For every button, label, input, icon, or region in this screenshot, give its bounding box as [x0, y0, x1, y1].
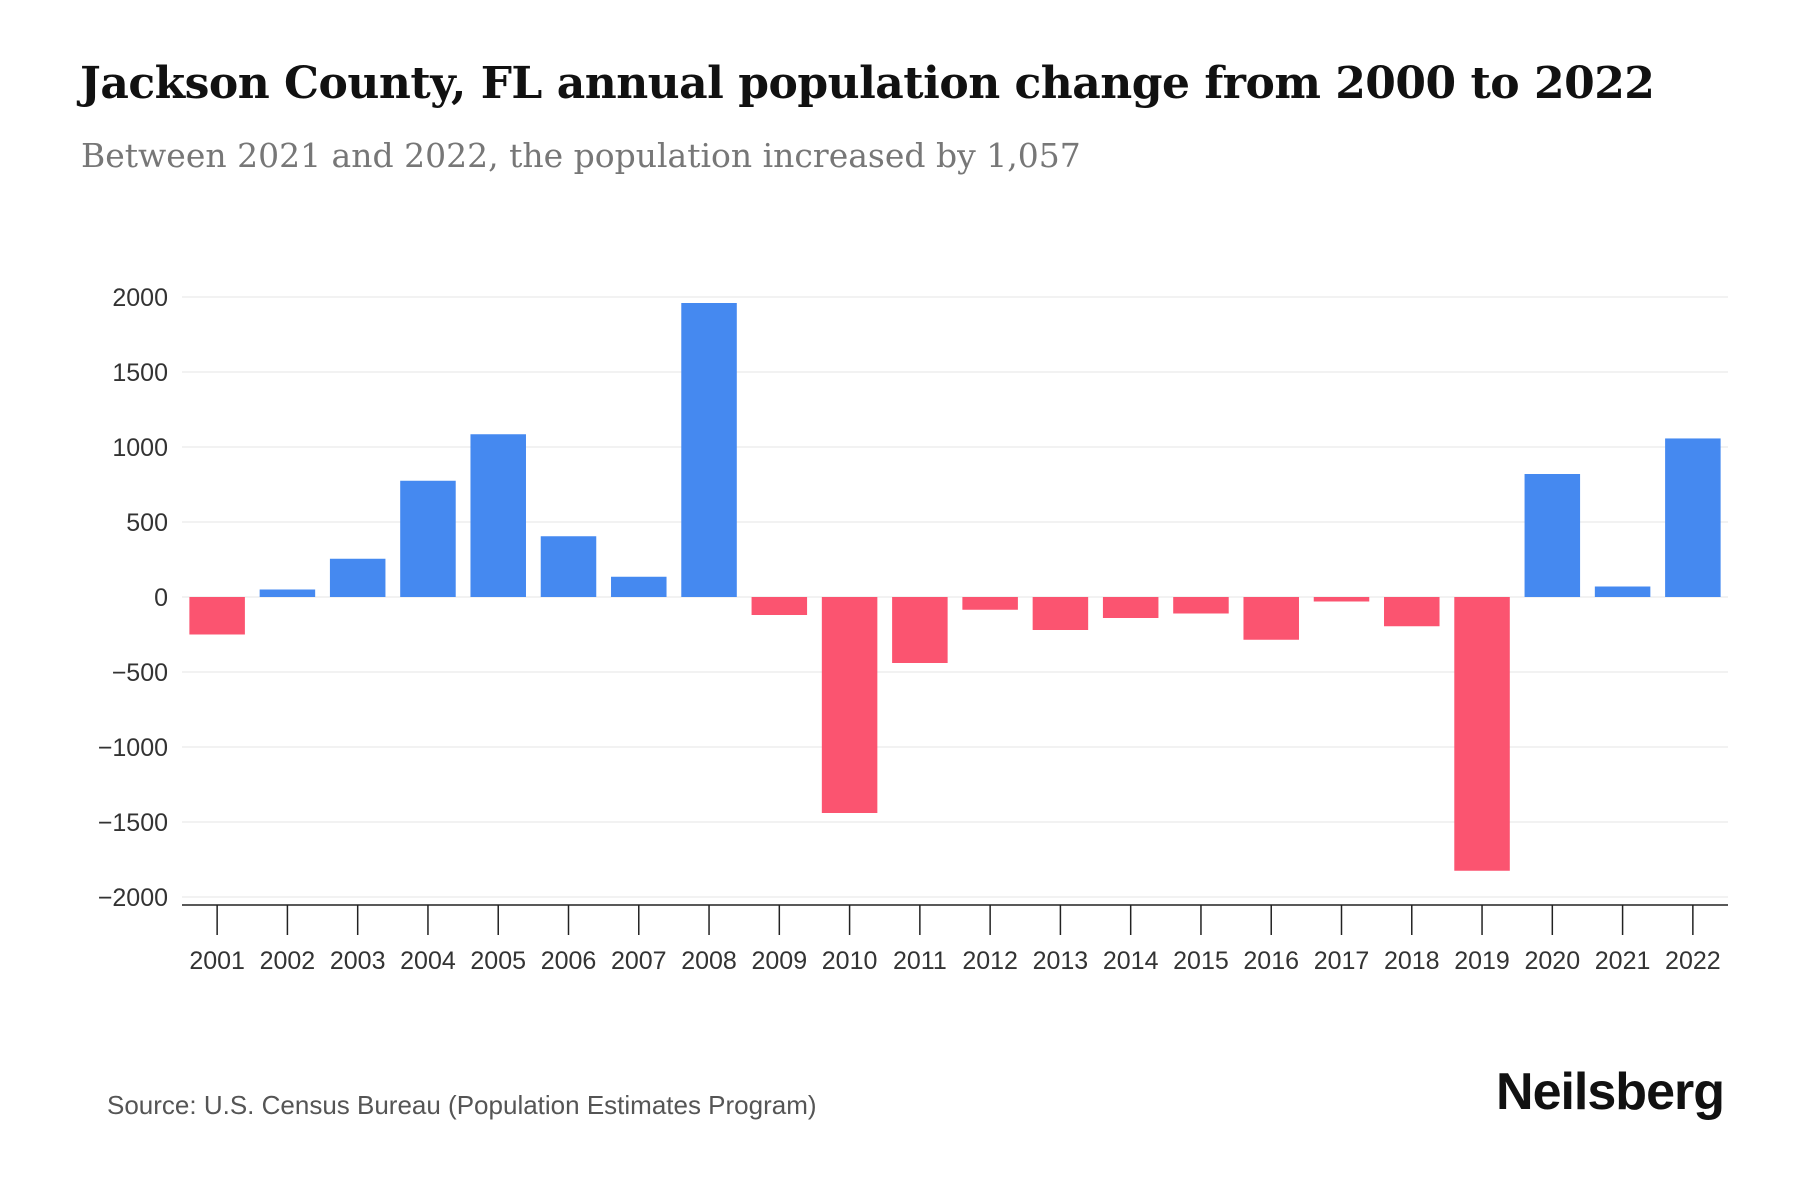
bar-2015	[1173, 597, 1229, 614]
bar-2020	[1524, 474, 1581, 597]
y-tick-label: 0	[154, 584, 168, 612]
y-tick-label: −500	[112, 659, 168, 687]
x-tick-label: 2007	[611, 947, 667, 975]
chart-subtitle: Between 2021 and 2022, the population in…	[81, 136, 1081, 175]
x-tick-label: 2002	[260, 947, 316, 975]
x-tick-label: 2016	[1243, 947, 1299, 975]
bar-2005	[470, 434, 526, 597]
x-tick-label: 2010	[822, 947, 878, 975]
x-tick-label: 2009	[752, 947, 808, 975]
bar-2016	[1243, 597, 1299, 640]
x-tick-label: 2013	[1033, 947, 1089, 975]
x-tick-label: 2004	[400, 947, 456, 975]
bar-2002	[259, 589, 316, 597]
bar-2006	[540, 536, 597, 597]
source-note: Source: U.S. Census Bureau (Population E…	[107, 1090, 817, 1120]
bar-2003	[329, 558, 386, 597]
bar-2021	[1594, 586, 1651, 597]
bar-2018	[1384, 597, 1440, 627]
bar-2019	[1454, 597, 1510, 871]
y-tick-label: 2000	[112, 284, 168, 312]
y-tick-label: 500	[126, 509, 168, 537]
x-tick-label: 2019	[1454, 947, 1510, 975]
bars	[189, 303, 1721, 871]
bar-2012	[962, 597, 1018, 610]
y-tick-label: −1500	[98, 809, 168, 837]
y-axis-ticks: 2000 1500 1000 500 0 −500 −1000 −1500 −2000	[98, 284, 168, 912]
x-tick-label: 2008	[681, 947, 737, 975]
bar-2017	[1313, 597, 1370, 602]
x-tick-label: 2017	[1314, 947, 1370, 975]
x-tick-label: 2006	[541, 947, 597, 975]
bar-2007	[611, 576, 667, 597]
y-tick-label: −1000	[98, 734, 168, 762]
brand-logo: Neilsberg	[1496, 1063, 1725, 1121]
bar-2014	[1102, 597, 1159, 618]
bar-2001	[189, 597, 245, 635]
x-tick-label: 2020	[1525, 947, 1581, 975]
bar-2022	[1665, 438, 1721, 597]
bar-2004	[400, 480, 456, 597]
x-tick-label: 2018	[1384, 947, 1440, 975]
bar-2008	[681, 303, 737, 597]
x-tick-label: 2005	[470, 947, 526, 975]
x-tick-label: 2003	[330, 947, 386, 975]
x-tick-label: 2015	[1173, 947, 1229, 975]
y-tick-label: 1000	[112, 434, 168, 462]
chart-title: Jackson County, FL annual population cha…	[80, 58, 1655, 109]
x-tick-label: 2022	[1665, 947, 1721, 975]
bar-2009	[751, 597, 808, 615]
x-tick-label: 2001	[189, 947, 245, 975]
bar-2013	[1032, 597, 1089, 630]
x-axis: 2001 2002 2003 2004 2005 2006 2007 2008 2009 2010…	[182, 904, 1728, 975]
x-tick-label: 2012	[962, 947, 1018, 975]
bar-2010	[821, 597, 878, 813]
y-tick-label: 1500	[112, 359, 168, 387]
x-tick-label: 2011	[893, 947, 947, 975]
y-tick-label: −2000	[98, 884, 168, 912]
bar-2011	[892, 597, 948, 663]
x-tick-label: 2021	[1595, 947, 1651, 975]
x-tick-label: 2014	[1103, 947, 1159, 975]
